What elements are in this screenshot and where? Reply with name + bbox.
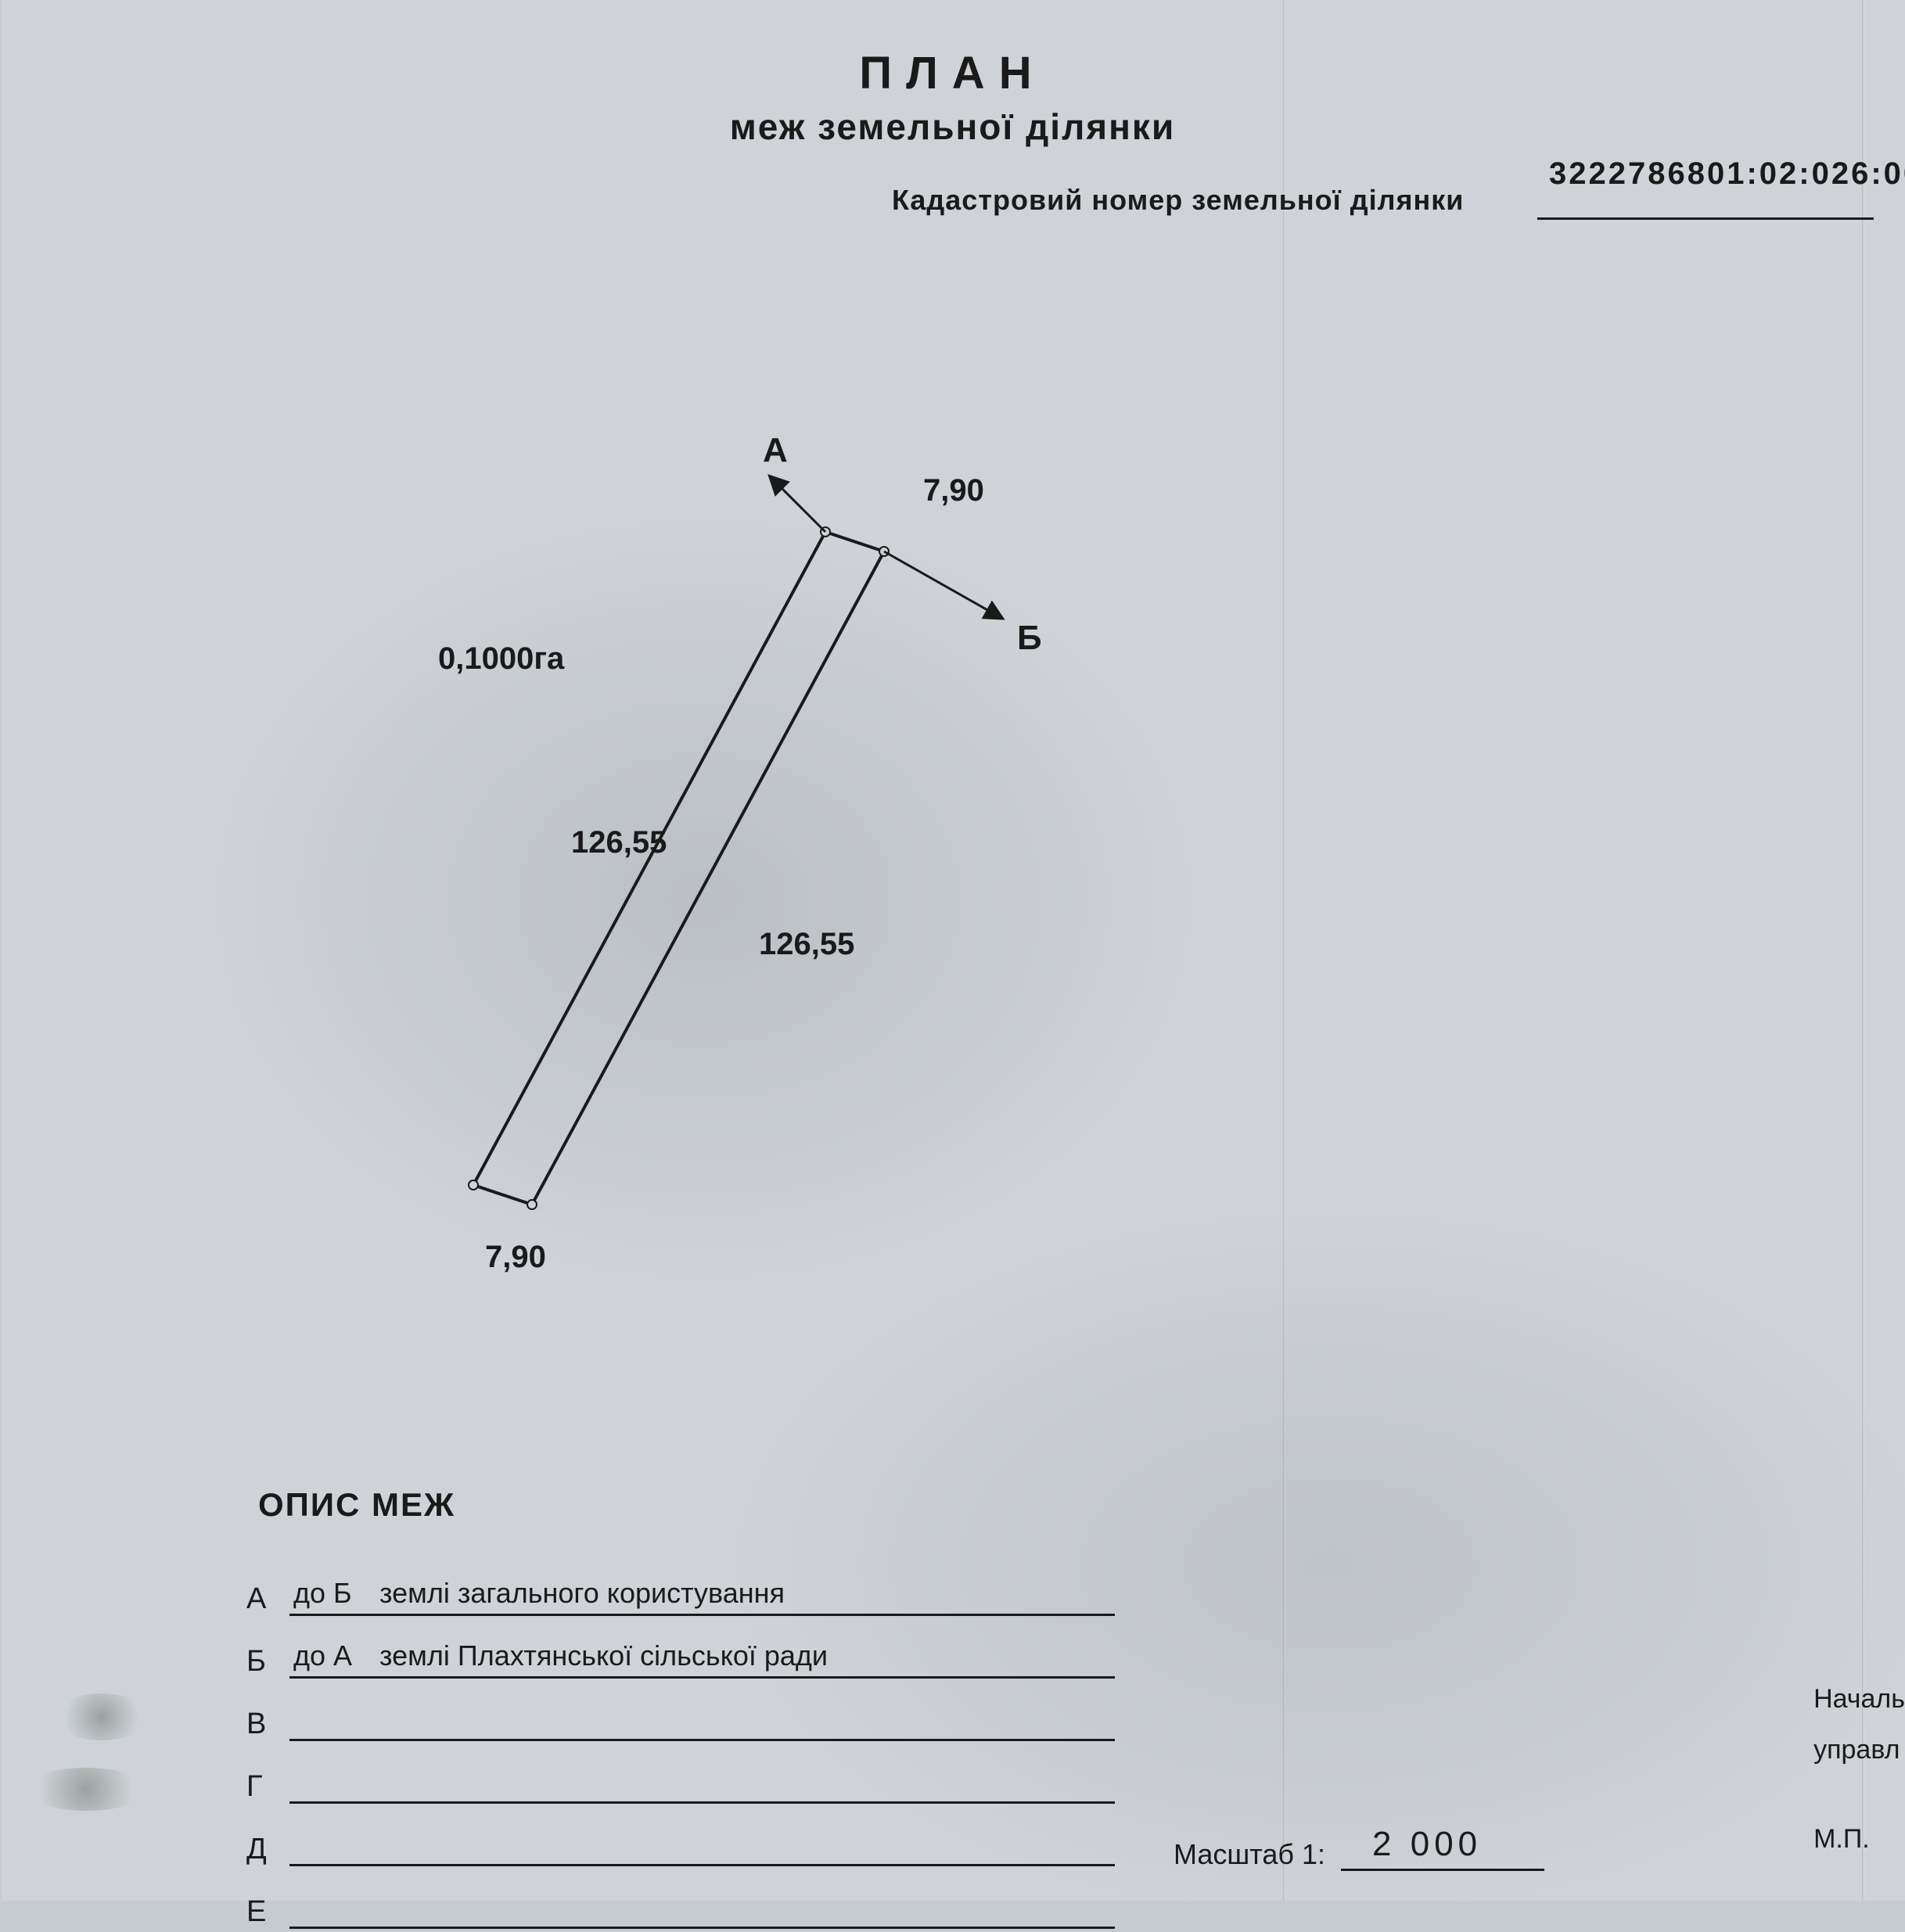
boundary-from: Б	[246, 1645, 266, 1679]
boundary-underline	[289, 1801, 1115, 1804]
boundary-to: до А	[293, 1639, 352, 1672]
boundary-row: В	[246, 1682, 1115, 1744]
area-label: 0,1000га	[438, 641, 564, 677]
boundary-from: В	[246, 1708, 266, 1741]
svg-text:126,55: 126,55	[571, 825, 667, 860]
smudge	[23, 1768, 149, 1811]
svg-text:А: А	[763, 431, 788, 469]
stamp-label: М.П.	[1813, 1814, 1905, 1865]
boundary-underline	[289, 1739, 1115, 1741]
boundary-from: Д	[246, 1833, 267, 1866]
svg-text:Б: Б	[1017, 619, 1042, 657]
scale-label: Масштаб 1:	[1174, 1838, 1325, 1871]
boundary-row: Бдо А землі Плахтянської сільської ради	[246, 1619, 1115, 1682]
boundaries-table: Адо Б землі загального користування Бдо А з…	[246, 1557, 1115, 1932]
boundary-text: землі загального користування	[379, 1577, 785, 1610]
boundary-row: Е	[246, 1869, 1115, 1932]
boundary-row: Д	[246, 1807, 1115, 1869]
boundary-from: Г	[246, 1770, 263, 1804]
scale-value: 2 000	[1372, 1825, 1482, 1864]
boundaries-title: ОПИС МЕЖ	[258, 1486, 455, 1524]
boundary-to: до Б	[293, 1577, 352, 1610]
svg-text:7,90: 7,90	[923, 473, 984, 508]
scale-underline: 2 000	[1341, 1869, 1544, 1871]
boundary-row: Г	[246, 1744, 1115, 1807]
svg-text:7,90: 7,90	[485, 1240, 546, 1274]
boundary-underline	[289, 1927, 1115, 1929]
document-page: ПЛАН меж земельної ділянки Кадастровий н…	[0, 0, 1905, 1901]
note-line: управл	[1813, 1725, 1905, 1776]
svg-text:126,55: 126,55	[759, 927, 854, 961]
smudge	[55, 1693, 149, 1740]
boundary-from: А	[246, 1582, 266, 1616]
boundary-underline	[289, 1614, 1115, 1616]
right-margin-notes: Началь управл М.П.	[1813, 1674, 1905, 1865]
note-line: Началь	[1813, 1674, 1905, 1725]
boundary-row: Адо Б землі загального користування	[246, 1557, 1115, 1619]
boundary-underline	[289, 1864, 1115, 1866]
boundary-text: землі Плахтянської сільської ради	[379, 1639, 828, 1672]
boundary-underline	[289, 1676, 1115, 1679]
scale-block: Масштаб 1: 2 000	[1174, 1838, 1544, 1871]
boundary-from: Е	[246, 1895, 266, 1929]
